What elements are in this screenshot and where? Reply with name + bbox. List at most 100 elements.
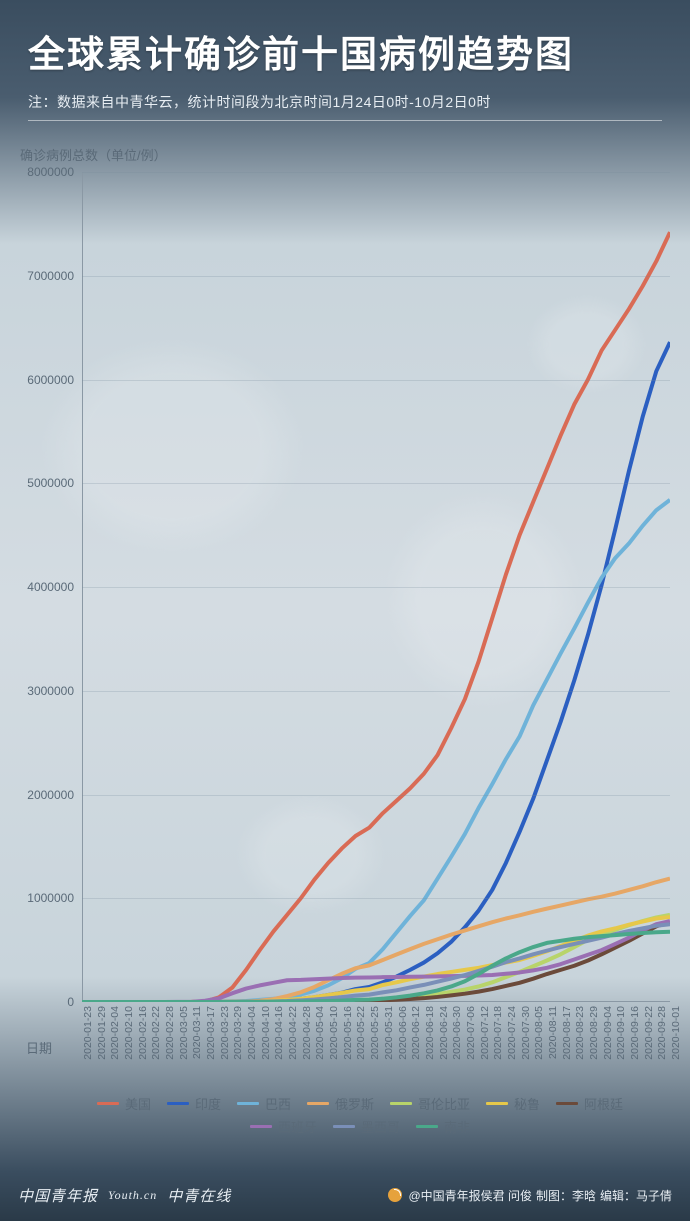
legend-swatch xyxy=(333,1125,355,1128)
x-tick: 2020-05-16 xyxy=(342,1006,354,1060)
legend-swatch xyxy=(250,1125,272,1128)
y-tick: 0 xyxy=(16,995,74,1009)
x-tick: 2020-04-04 xyxy=(246,1006,258,1060)
legend-item: 巴西 xyxy=(237,1094,291,1113)
x-tick: 2020-05-04 xyxy=(314,1006,326,1060)
x-tick: 2020-07-24 xyxy=(506,1006,518,1060)
chart-subtitle: 注：数据来自中青华云，统计时间段为北京时间1月24日0时-10月2日0时 xyxy=(28,92,662,112)
x-tick: 2020-08-05 xyxy=(533,1006,545,1060)
footer-logos: 中国青年报 Youth.cn 中青在线 xyxy=(18,1185,231,1206)
y-tick: 4000000 xyxy=(16,580,74,594)
x-tick: 2020-04-22 xyxy=(287,1006,299,1060)
x-tick: 2020-05-25 xyxy=(369,1006,381,1060)
legend-label: 秘鲁 xyxy=(514,1094,540,1113)
y-gridline xyxy=(82,587,670,588)
logo-text-1: 中国青年报 xyxy=(18,1185,98,1206)
x-tick: 2020-08-23 xyxy=(574,1006,586,1060)
legend-item: 西班牙 xyxy=(250,1117,317,1136)
x-tick: 2020-09-28 xyxy=(656,1006,668,1060)
y-gridline xyxy=(82,898,670,899)
plot-area: 0100000020000003000000400000050000006000… xyxy=(82,172,670,1002)
x-tick: 2020-07-30 xyxy=(520,1006,532,1060)
x-tick: 2020-08-29 xyxy=(588,1006,600,1060)
x-tick: 2020-06-18 xyxy=(424,1006,436,1060)
y-gridline xyxy=(82,795,670,796)
x-tick: 2020-03-05 xyxy=(178,1006,190,1060)
legend: 美国 印度巴西 俄罗斯哥伦比亚 秘鲁 阿根廷西班牙墨西哥南非 xyxy=(60,1094,660,1136)
x-tick: 2020-02-28 xyxy=(164,1006,176,1060)
legend-swatch xyxy=(167,1102,189,1105)
y-tick: 5000000 xyxy=(16,476,74,490)
footer-credits: @中国青年报侯君 问俊 制图：李晗 编辑：马子倩 xyxy=(388,1187,672,1204)
legend-item: 阿根廷 xyxy=(556,1094,623,1113)
legend-item: 秘鲁 xyxy=(486,1094,540,1113)
x-tick: 2020-05-22 xyxy=(355,1006,367,1060)
x-tick: 2020-07-18 xyxy=(492,1006,504,1060)
x-tick: 2020-05-31 xyxy=(383,1006,395,1060)
y-gridline xyxy=(82,276,670,277)
x-tick: 2020-01-23 xyxy=(82,1006,94,1060)
x-axis: 日期 2020-01-232020-01-292020-02-042020-02… xyxy=(82,1002,670,1090)
legend-swatch xyxy=(307,1102,329,1105)
legend-swatch xyxy=(97,1102,119,1105)
credits-handle: @中国青年报侯君 问俊 xyxy=(408,1187,532,1204)
legend-label: 阿根廷 xyxy=(584,1094,623,1113)
y-tick: 3000000 xyxy=(16,684,74,698)
logo-text-3: 中青在线 xyxy=(167,1185,231,1206)
x-tick: 2020-06-24 xyxy=(438,1006,450,1060)
series-line xyxy=(82,500,670,1002)
legend-swatch xyxy=(556,1102,578,1105)
legend-swatch xyxy=(237,1102,259,1105)
y-axis: 0100000020000003000000400000050000006000… xyxy=(16,172,78,1002)
x-axis-label: 日期 xyxy=(26,1038,52,1057)
x-tick: 2020-09-16 xyxy=(629,1006,641,1060)
y-gridline xyxy=(82,691,670,692)
y-gridline xyxy=(82,483,670,484)
legend-swatch xyxy=(416,1125,438,1128)
y-tick: 8000000 xyxy=(16,165,74,179)
y-gridline xyxy=(82,172,670,173)
x-tick: 2020-02-04 xyxy=(109,1006,121,1060)
legend-label: 美国 xyxy=(125,1094,151,1113)
x-tick: 2020-02-16 xyxy=(137,1006,149,1060)
legend-swatch xyxy=(390,1102,412,1105)
y-tick: 1000000 xyxy=(16,891,74,905)
x-tick: 2020-02-22 xyxy=(150,1006,162,1060)
legend-item: 俄罗斯 xyxy=(307,1094,374,1113)
series-line xyxy=(82,342,670,1002)
legend-item: 美国 xyxy=(97,1094,151,1113)
legend-item: 印度 xyxy=(167,1094,221,1113)
legend-item: 哥伦比亚 xyxy=(390,1094,470,1113)
y-tick: 7000000 xyxy=(16,269,74,283)
chart-title: 全球累计确诊前十国病例趋势图 xyxy=(28,24,662,78)
x-tick: 2020-08-11 xyxy=(547,1006,559,1059)
legend-label: 俄罗斯 xyxy=(335,1094,374,1113)
x-tick: 2020-05-10 xyxy=(328,1006,340,1060)
x-tick: 2020-04-10 xyxy=(260,1006,272,1060)
x-tick: 2020-03-23 xyxy=(219,1006,231,1060)
x-tick: 2020-04-28 xyxy=(301,1006,313,1060)
x-tick: 2020-09-22 xyxy=(643,1006,655,1060)
x-tick: 2020-04-16 xyxy=(273,1006,285,1060)
weibo-icon xyxy=(388,1188,402,1202)
x-tick: 2020-10-01 xyxy=(670,1006,682,1060)
series-line xyxy=(82,917,670,1002)
x-tick: 2020-06-30 xyxy=(451,1006,463,1060)
legend-item: 南非 xyxy=(416,1117,470,1136)
y-axis-label: 确诊病例总数（单位/例） xyxy=(20,145,670,164)
legend-label: 印度 xyxy=(195,1094,221,1113)
credits-art: 制图：李晗 xyxy=(536,1187,596,1204)
x-tick: 2020-03-17 xyxy=(205,1006,217,1060)
x-tick: 2020-06-06 xyxy=(397,1006,409,1060)
y-tick: 6000000 xyxy=(16,373,74,387)
x-tick: 2020-06-12 xyxy=(410,1006,422,1060)
x-tick: 2020-01-29 xyxy=(96,1006,108,1060)
legend-item: 墨西哥 xyxy=(333,1117,400,1136)
header-divider xyxy=(28,120,662,121)
y-tick: 2000000 xyxy=(16,788,74,802)
y-gridline xyxy=(82,380,670,381)
legend-swatch xyxy=(486,1102,508,1105)
credits-editor: 编辑：马子倩 xyxy=(600,1187,672,1204)
logo-text-2: Youth.cn xyxy=(108,1188,157,1203)
x-tick: 2020-03-11 xyxy=(191,1006,203,1059)
